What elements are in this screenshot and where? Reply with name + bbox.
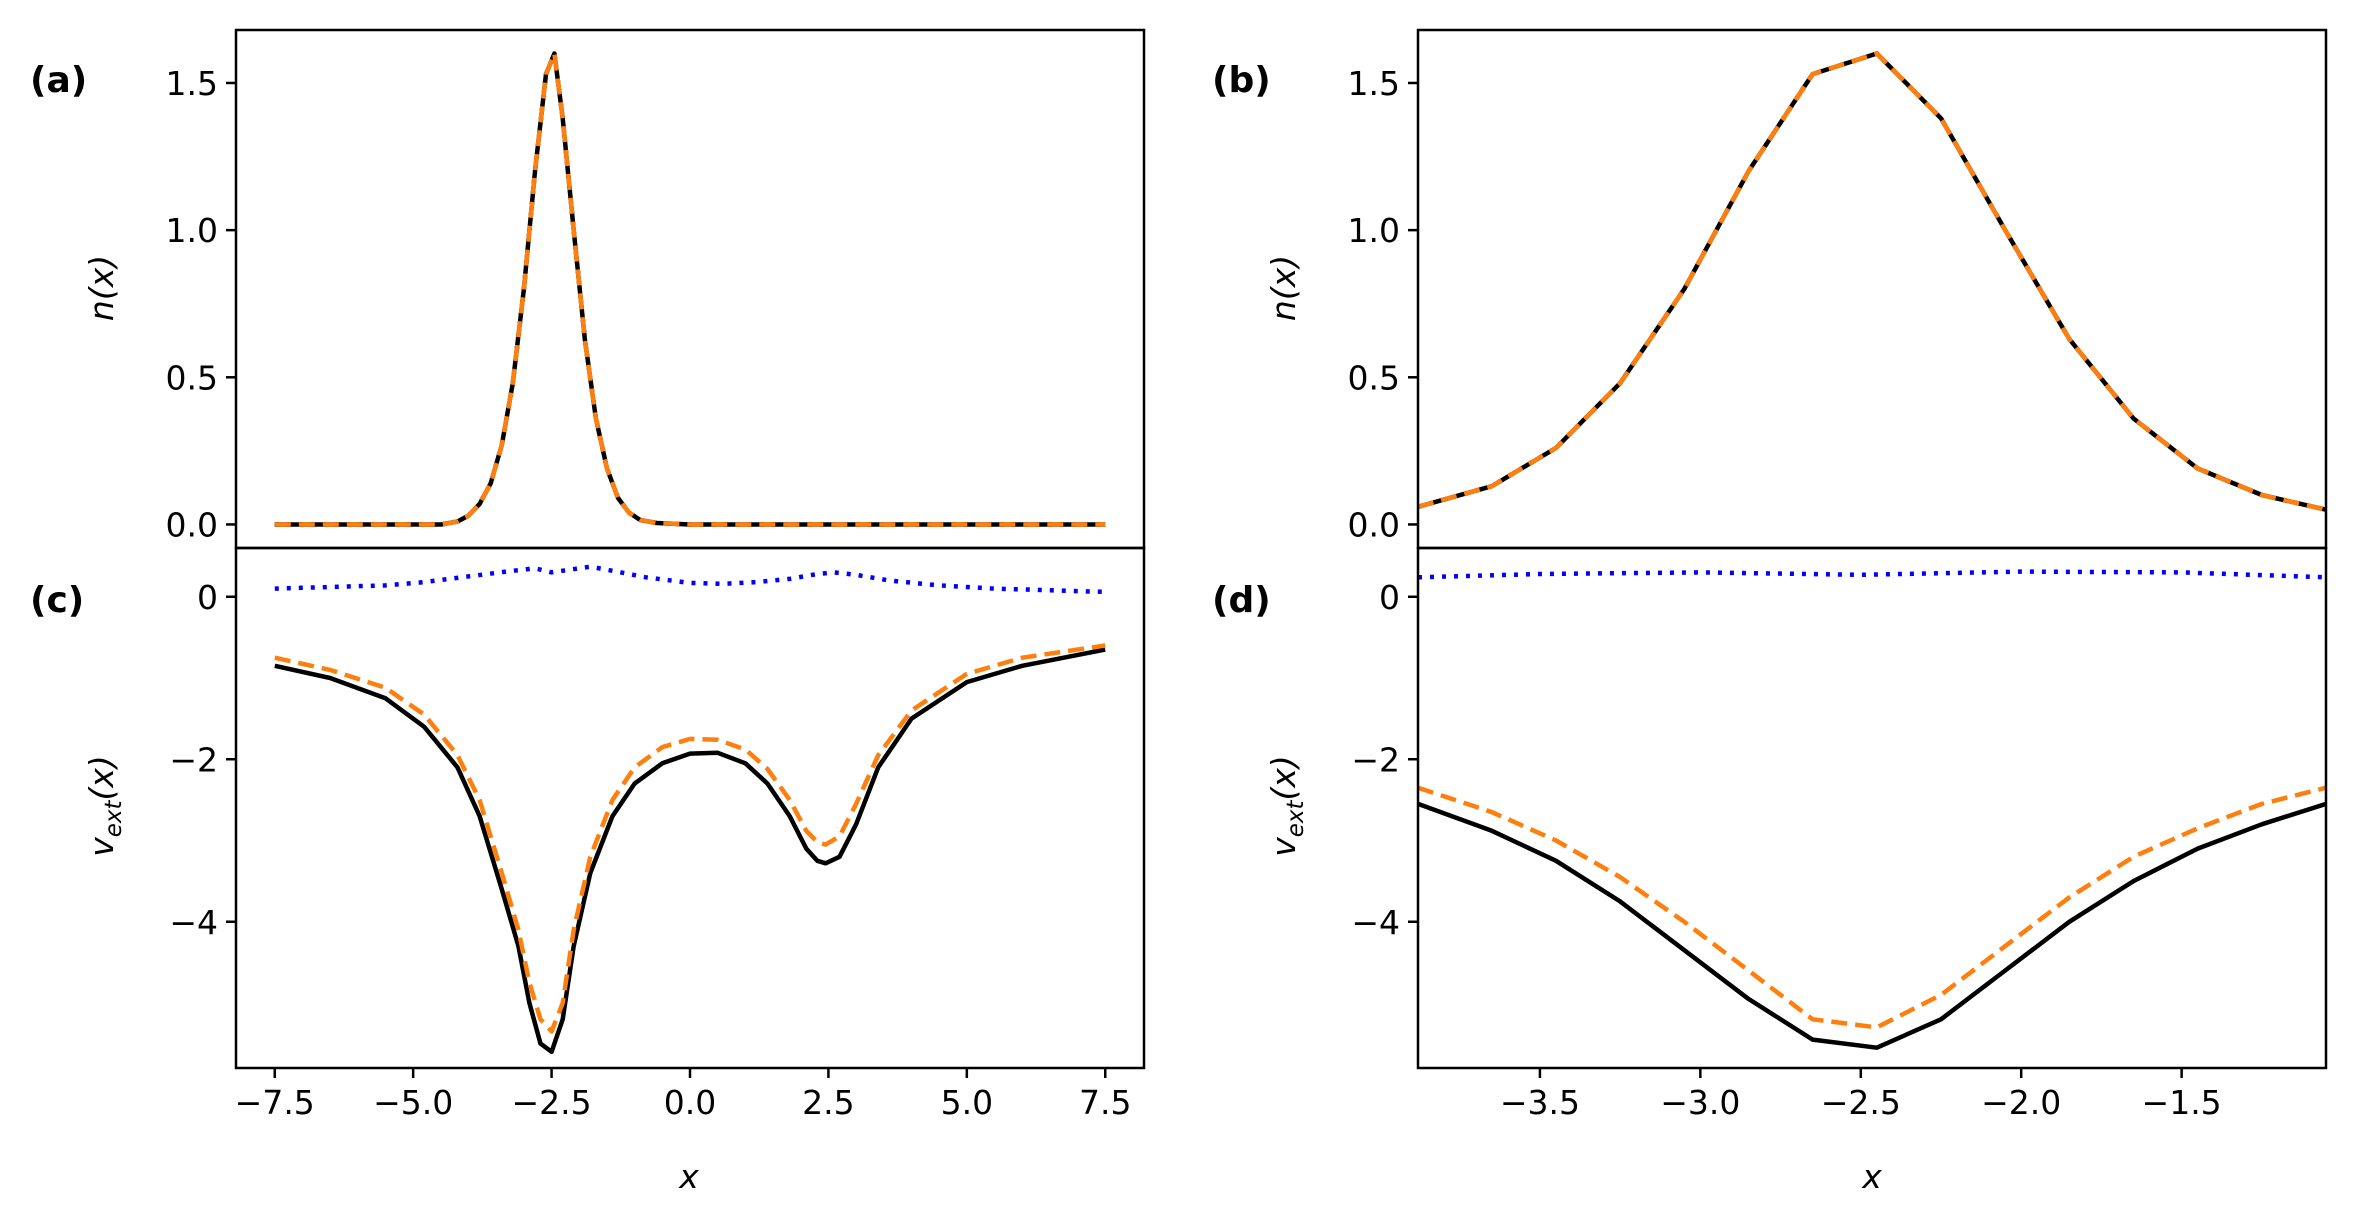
xlabel-d: x [1861,1157,1882,1196]
xtick-label-c-3: 0.0 [664,1083,716,1122]
xtick-label-c-5: 5.0 [941,1083,993,1122]
ytick-label-d-2: −4 [1351,903,1400,942]
axes-frame-c [234,546,1146,1070]
series-c-exact [274,647,1106,1055]
series-a-predicted [274,51,1106,527]
xtick-label-d-2: −2.5 [1821,1083,1901,1122]
xtick-label-c-0: −7.5 [235,1083,315,1122]
ytick-label-b-1: 0.5 [1348,358,1400,397]
ytick-label-c-1: −2 [169,740,218,779]
panel-a: 0.0 0.5 1.0 1.5 [166,28,1146,550]
series-a-exact [274,51,1106,527]
ylabel-a: n(x) [82,255,121,321]
xtick-label-d-3: −2.0 [1981,1083,2061,1122]
ytick-label-a-3: 1.5 [166,64,218,103]
xtick-label-c-1: −5.0 [373,1083,453,1122]
panel-tag-d: (d) [1212,580,1271,621]
ytick-label-b-3: 1.5 [1348,64,1400,103]
series-c-predicted [274,643,1106,1034]
panel-tag-b: (b) [1212,60,1271,101]
ytick-label-b-0: 0.0 [1348,505,1400,544]
ytick-label-d-0: 0 [1379,578,1400,617]
series-group-d [1418,569,2326,1050]
panel-tag-c: (c) [30,580,84,621]
ytick-label-a-0: 0.0 [166,505,218,544]
ylabel-c: vext(x) [82,755,127,857]
series-c-difference [274,564,1106,595]
series-b-predicted [1418,51,2326,512]
series-group-b [1418,51,2326,512]
axes-frame-b [1416,28,2328,550]
series-d-difference [1418,569,2326,580]
ylabel-d: vext(x) [1264,755,1309,857]
ytick-label-b-2: 1.0 [1348,211,1400,250]
series-b-black-dotted [1418,51,2326,512]
xtick-label-d-0: −3.5 [1500,1083,1580,1122]
series-d-predicted [1418,785,2326,1030]
panel-tag-a: (a) [30,60,87,101]
xtick-label-c-4: 2.5 [802,1083,854,1122]
xtick-label-c-2: −2.5 [512,1083,592,1122]
axes-frame-a [234,28,1146,550]
panel-c: 0 −2 −4 −7.5 −5.0 −2.5 0.0 2.5 5.0 7.5 [169,546,1146,1122]
ytick-label-a-2: 1.0 [166,211,218,250]
xtick-label-d-4: −1.5 [2142,1083,2222,1122]
ylabel-b: n(x) [1264,255,1303,321]
series-group-c [274,564,1106,1055]
xtick-label-c-6: 7.5 [1079,1083,1131,1122]
plot-layer: 0.0 0.5 1.0 1.5 0.0 0.5 1.0 1.5 0 −2 −4 −7.5 −5.0 −2.… [166,28,2328,1122]
series-a-black-dotted [274,51,1106,527]
ytick-label-a-1: 0.5 [166,358,218,397]
ytick-label-d-1: −2 [1351,740,1400,779]
ytick-label-c-0: 0 [197,578,218,617]
series-group-a [274,51,1106,527]
xtick-label-d-1: −3.0 [1660,1083,1740,1122]
xlabel-c: x [678,1157,699,1196]
panel-d: 0 −2 −4 −3.5 −3.0 −2.5 −2.0 −1.5 [1351,546,2328,1122]
axes-frame-d [1416,546,2328,1070]
ytick-label-c-2: −4 [169,903,218,942]
series-d-exact [1418,801,2326,1050]
series-b-exact [1418,51,2326,512]
panel-b: 0.0 0.5 1.0 1.5 [1348,28,2328,550]
